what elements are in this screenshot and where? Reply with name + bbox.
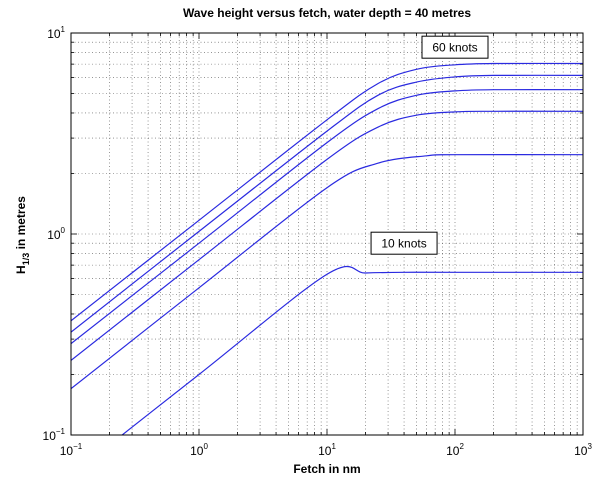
x-tick-label-base: 10 xyxy=(446,444,460,458)
x-tick-label: 102 xyxy=(446,442,464,458)
series-line-4 xyxy=(71,89,583,345)
grid xyxy=(71,33,583,435)
y-tick-label-base: 10 xyxy=(43,429,57,443)
tick-marks xyxy=(70,33,583,436)
x-tick-label-exponent: 1 xyxy=(331,442,336,451)
x-tick-label-base: 10 xyxy=(574,444,588,458)
annotation-box-2 xyxy=(370,231,438,255)
x-tick-labels: 10−1 100 101 102 103 xyxy=(60,442,593,458)
annotation-label-2: 10 knots xyxy=(381,237,426,251)
x-tick-label-base: 10 xyxy=(60,444,74,458)
series-line-2 xyxy=(71,154,583,390)
x-tick-label: 103 xyxy=(574,442,592,458)
series-line-6 xyxy=(71,62,583,322)
x-axis-label: Fetch in nm xyxy=(293,462,360,476)
annotation-label-1: 60 knots xyxy=(432,41,477,55)
series-line-3 xyxy=(71,110,583,361)
x-tick-label: 101 xyxy=(318,442,336,458)
series-line-1 xyxy=(121,265,583,435)
series-lines xyxy=(71,62,583,435)
series-line-5 xyxy=(71,74,583,333)
annotation-box-1 xyxy=(421,35,489,59)
y-tick-label-exponent: −1 xyxy=(56,427,66,436)
y-tick-label-base: 10 xyxy=(47,27,61,41)
chart-title: Wave height versus fetch, water depth = … xyxy=(183,6,471,20)
x-tick-label: 10−1 xyxy=(60,442,83,458)
y-tick-label: 10−1 xyxy=(43,427,66,443)
x-tick-label-exponent: 3 xyxy=(587,442,592,451)
x-tick-label-exponent: −1 xyxy=(73,442,83,451)
x-tick-label-base: 10 xyxy=(318,444,332,458)
y-tick-label: 101 xyxy=(47,25,65,41)
x-tick-label-exponent: 0 xyxy=(203,442,208,451)
y-axis-label-rest: in metres xyxy=(14,196,28,253)
x-tick-label-base: 10 xyxy=(190,444,204,458)
y-axis-label-base: H xyxy=(14,265,28,274)
y-axis-label: H1/3 in metres xyxy=(14,196,31,274)
y-tick-label-base: 10 xyxy=(47,228,61,242)
annotations: 60 knots 10 knots xyxy=(370,35,489,255)
x-tick-label-exponent: 2 xyxy=(459,442,464,451)
x-tick-label: 100 xyxy=(190,442,208,458)
y-tick-label-exponent: 0 xyxy=(61,226,66,235)
y-tick-label: 100 xyxy=(47,226,65,242)
y-tick-label-exponent: 1 xyxy=(61,25,66,34)
y-axis-label-subscript: 1/3 xyxy=(21,253,31,266)
